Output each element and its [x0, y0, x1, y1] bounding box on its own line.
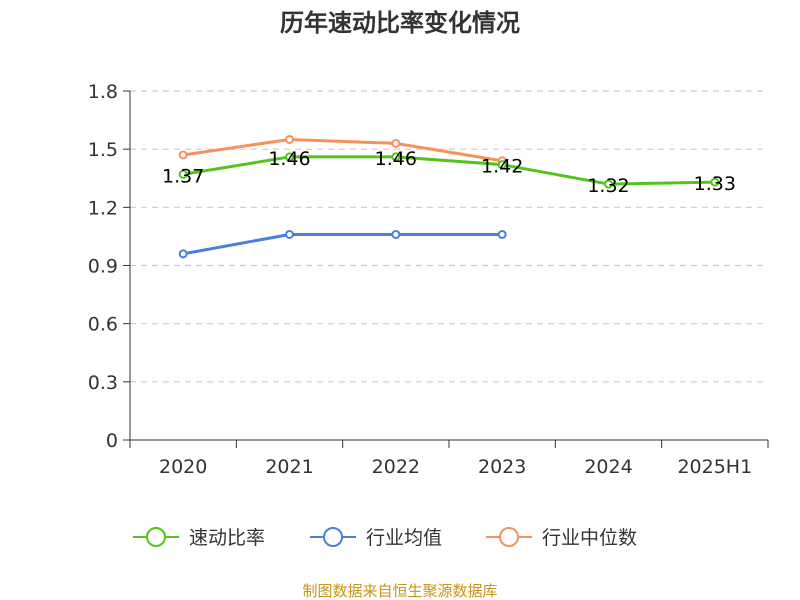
- legend-item-1[interactable]: 行业均值: [310, 527, 442, 549]
- legend-marker: [499, 527, 519, 547]
- x-tick-label: 2025H1: [677, 456, 752, 478]
- data-label: 1.46: [375, 148, 417, 170]
- data-label: 1.42: [481, 156, 523, 178]
- data-point: [178, 249, 188, 259]
- axis-layer: 0 0.3 0.6 0.9 1.2 1.5 1.8 2020 2021 2022 2023 2024 2…: [88, 81, 769, 478]
- data-point: [285, 229, 294, 239]
- data-label: 1.32: [587, 175, 629, 197]
- y-tick-label: 0.6: [88, 314, 118, 336]
- x-tick-label: 2024: [584, 456, 632, 478]
- chart-title: 历年速动比率变化情况: [280, 9, 520, 37]
- legend: 速动比率 行业均值 行业中位数: [133, 527, 637, 549]
- legend-label: 行业中位数: [542, 527, 637, 549]
- data-label-layer: 1.37 1.46 1.46 1.42 1.32 1.33: [162, 148, 736, 197]
- data-label: 1.37: [162, 165, 204, 187]
- grid-layer: [130, 90, 768, 383]
- data-point: [710, 177, 720, 187]
- data-point: [604, 179, 613, 189]
- series-layer: [178, 134, 720, 259]
- y-tick-label: 0.9: [88, 256, 118, 278]
- y-tick-label: 0: [106, 430, 118, 452]
- data-point: [285, 152, 294, 162]
- data-label: 1.46: [268, 148, 310, 170]
- x-tick-label: 2020: [159, 456, 207, 478]
- y-tick-label: 1.2: [88, 197, 118, 219]
- data-label: 1.33: [694, 173, 736, 195]
- data-point: [285, 134, 294, 144]
- source-note: 制图数据来自恒生聚源数据库: [302, 582, 497, 600]
- series-line-1: [182, 232, 503, 256]
- data-point: [497, 229, 507, 239]
- y-tick-label: 0.3: [88, 372, 118, 394]
- series-line-2: [182, 137, 503, 163]
- series-line-0: [182, 155, 715, 186]
- legend-label: 速动比率: [189, 527, 265, 549]
- data-point: [391, 152, 401, 162]
- legend-label: 行业均值: [366, 527, 442, 549]
- legend-marker: [323, 527, 343, 547]
- legend-marker: [146, 527, 166, 547]
- data-point: [178, 150, 188, 160]
- y-tick-label: 1.8: [88, 81, 118, 103]
- x-tick-label: 2021: [265, 456, 313, 478]
- x-tick-label: 2022: [372, 456, 420, 478]
- data-point: [178, 169, 188, 179]
- x-tick-label: 2023: [478, 456, 526, 478]
- data-point: [391, 229, 401, 239]
- legend-item-0[interactable]: 速动比率: [133, 527, 265, 549]
- y-tick-label: 1.5: [88, 139, 118, 161]
- data-point: [391, 138, 401, 148]
- data-point: [497, 160, 507, 170]
- legend-item-2[interactable]: 行业中位数: [486, 527, 637, 549]
